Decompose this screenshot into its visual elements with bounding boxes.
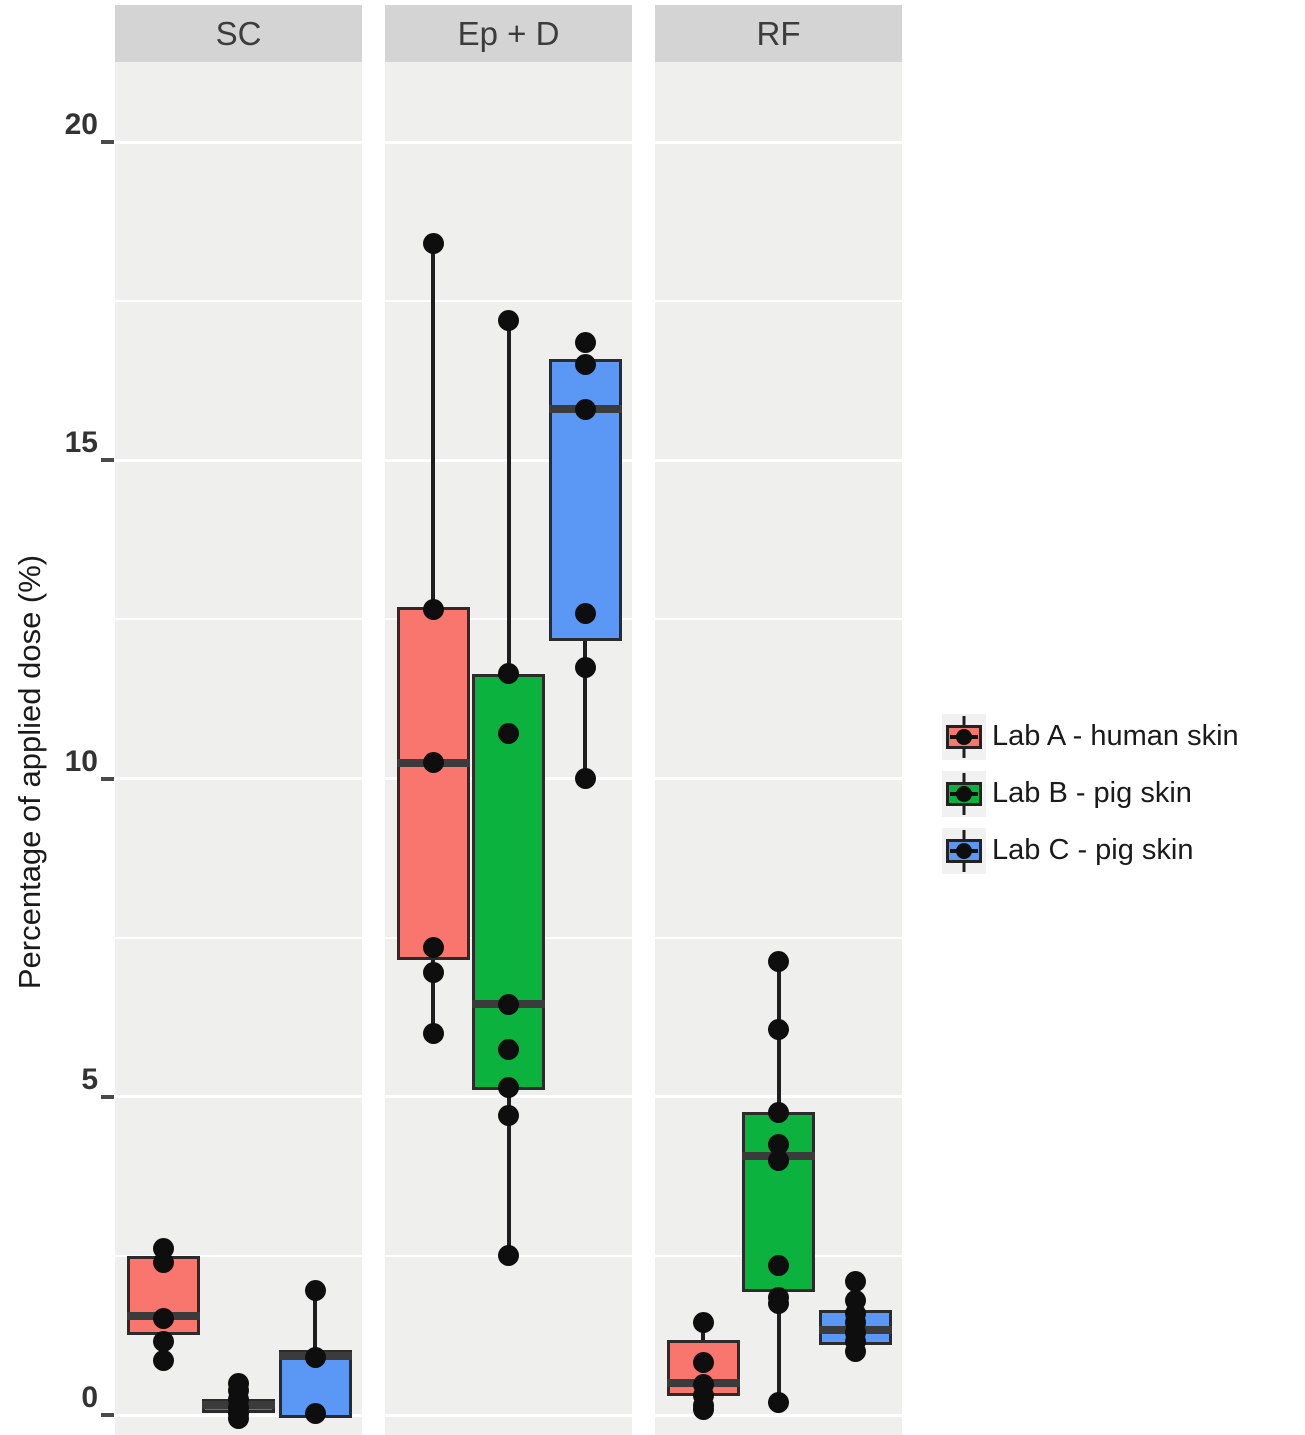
data-point (768, 1254, 789, 1276)
data-point (498, 1076, 519, 1098)
facet-strip-label: RF (756, 14, 801, 52)
data-point (422, 233, 444, 255)
data-point (422, 1022, 444, 1044)
data-point (768, 1133, 789, 1155)
facet-strip-label: Ep + D (457, 14, 560, 52)
data-point (498, 1105, 519, 1127)
data-point (768, 1019, 789, 1041)
y-tick-mark (101, 458, 114, 463)
data-point (152, 1350, 174, 1372)
gridline-major (115, 777, 362, 780)
y-tick-mark (101, 776, 114, 781)
facet-panel (385, 62, 632, 1435)
data-point (498, 723, 519, 745)
data-point (574, 354, 596, 376)
gridline-major (385, 1413, 632, 1417)
y-tick-mark (101, 140, 114, 144)
legend-key (942, 827, 986, 874)
legend-label: Lab C - pig skin (992, 834, 1194, 866)
legend-item: Lab C - pig skin (942, 822, 1239, 879)
data-point (304, 1279, 326, 1301)
legend-point-icon (956, 842, 972, 859)
facet-strip: Ep + D (385, 5, 632, 62)
data-point (768, 950, 789, 972)
data-point (152, 1307, 174, 1329)
legend-label: Lab A - human skin (992, 720, 1239, 752)
legend-point-icon (956, 728, 972, 745)
gridline-minor (655, 618, 902, 621)
data-point (574, 398, 596, 420)
data-point (422, 599, 444, 621)
boxplot-box (396, 606, 470, 960)
gridline-minor (115, 618, 362, 621)
data-point (692, 1351, 714, 1373)
y-tick-mark (101, 1094, 114, 1099)
data-point (692, 1311, 714, 1333)
gridline-minor (115, 1254, 362, 1257)
gridline-major (115, 1095, 362, 1099)
legend-item: Lab A - human skin (942, 708, 1239, 765)
gridline-minor (385, 300, 632, 303)
data-point (498, 993, 519, 1015)
facet-strip: RF (655, 5, 902, 62)
data-point (844, 1340, 866, 1362)
data-point (498, 1245, 519, 1267)
y-tick-label: 10 (64, 744, 98, 778)
data-point (422, 962, 444, 984)
data-point (768, 1392, 789, 1414)
y-tick-label: 15 (64, 426, 98, 460)
data-point (228, 1407, 249, 1429)
gridline-minor (655, 300, 902, 303)
legend-item: Lab B - pig skin (942, 765, 1239, 822)
data-point (422, 752, 444, 774)
data-point (498, 309, 519, 331)
data-point (768, 1149, 789, 1171)
data-point (498, 662, 519, 684)
y-tick-label: 5 (81, 1062, 98, 1096)
legend-label: Lab B - pig skin (992, 777, 1192, 809)
gridline-major (655, 458, 902, 462)
gridline-major (115, 140, 362, 144)
data-point (304, 1402, 326, 1424)
y-tick-label: 0 (81, 1381, 98, 1414)
gridline-major (655, 140, 902, 144)
data-point (574, 602, 596, 624)
legend-key (942, 713, 986, 760)
data-point (574, 768, 596, 789)
data-point (574, 331, 596, 353)
facet-panel (655, 62, 902, 1435)
gridline-minor (115, 936, 362, 939)
legend-point-icon (956, 785, 972, 802)
data-point (844, 1270, 866, 1292)
data-point (768, 1293, 789, 1315)
legend: Lab A - human skin Lab B - pig skin Lab C … (942, 708, 1239, 879)
gridline-major (655, 777, 902, 780)
gridline-major (115, 458, 362, 462)
gridline-minor (655, 936, 902, 939)
data-point (692, 1399, 714, 1421)
facet-strip: SC (115, 5, 362, 62)
y-tick-mark (101, 1413, 114, 1417)
y-tick-label: 20 (64, 108, 98, 141)
facet-strip-label: SC (215, 14, 262, 52)
data-point (152, 1331, 174, 1353)
gridline-major (655, 1413, 902, 1417)
legend-box-icon (946, 724, 982, 749)
gridline-minor (115, 300, 362, 303)
gridline-major (385, 140, 632, 144)
legend-key (942, 770, 986, 817)
data-point (152, 1251, 174, 1273)
facet-panel (115, 62, 362, 1435)
data-point (422, 936, 444, 958)
data-point (574, 656, 596, 678)
data-point (768, 1102, 789, 1124)
data-point (304, 1347, 326, 1369)
data-point (498, 1038, 519, 1060)
